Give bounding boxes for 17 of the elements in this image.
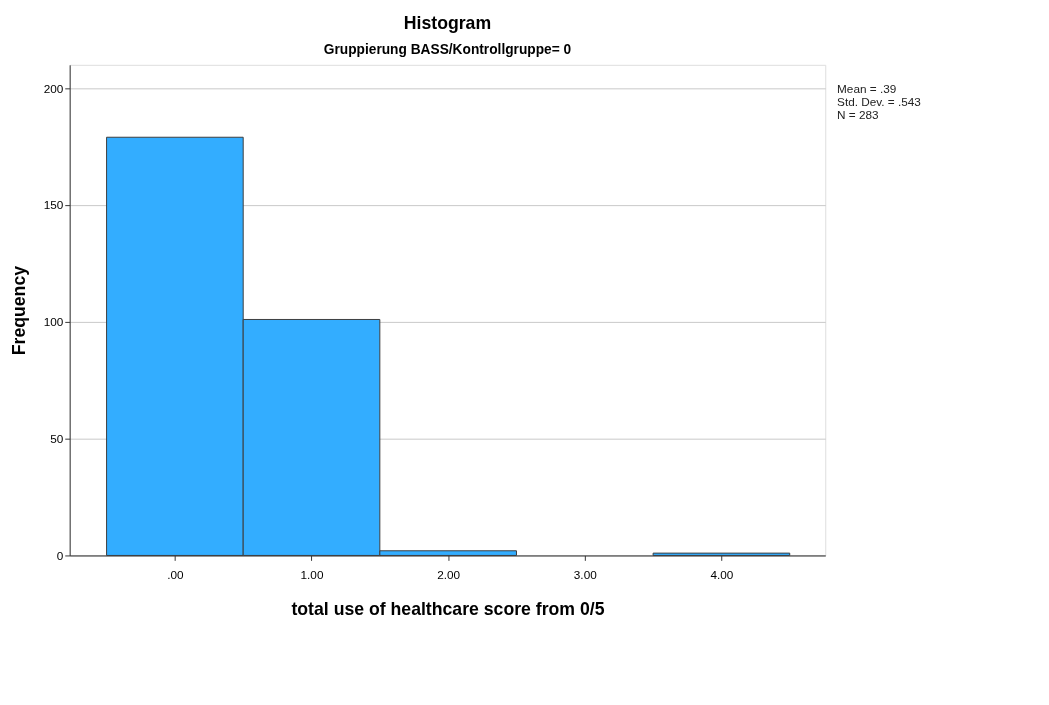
x-tick-label: 4.00: [710, 568, 734, 582]
text: Mean = .39: [837, 82, 897, 96]
x-tick-label: 2.00: [437, 568, 461, 582]
chart-title: Histogram: [403, 13, 492, 34]
text: N = 283: [837, 107, 880, 121]
y-tick-label: 100: [43, 315, 64, 329]
y-tick-label: 150: [43, 198, 64, 212]
y-tick-label: 50: [50, 432, 64, 446]
y-axis-title: Frequency: [9, 265, 29, 356]
text: Std. Dev. = .543: [837, 95, 922, 109]
y-tick-label: 0: [56, 548, 64, 562]
chart-subtitle: Gruppierung BASS/Kontrollgruppe= 0: [323, 42, 572, 58]
x-tick-label: 1.00: [300, 568, 324, 582]
y-tick-label: 200: [43, 81, 64, 95]
x-tick-label: .00: [167, 568, 184, 582]
x-axis-title: total use of healthcare score from 0/5: [291, 598, 605, 619]
x-tick-label: 3.00: [573, 568, 598, 582]
